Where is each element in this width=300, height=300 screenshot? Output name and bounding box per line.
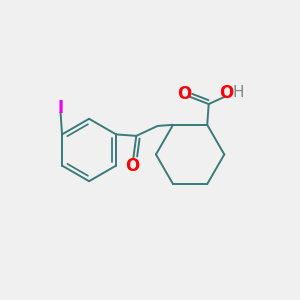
Text: O: O [177, 85, 191, 103]
Text: H: H [233, 85, 244, 100]
Text: I: I [58, 99, 64, 117]
Text: O: O [219, 84, 234, 102]
Text: O: O [125, 158, 139, 175]
